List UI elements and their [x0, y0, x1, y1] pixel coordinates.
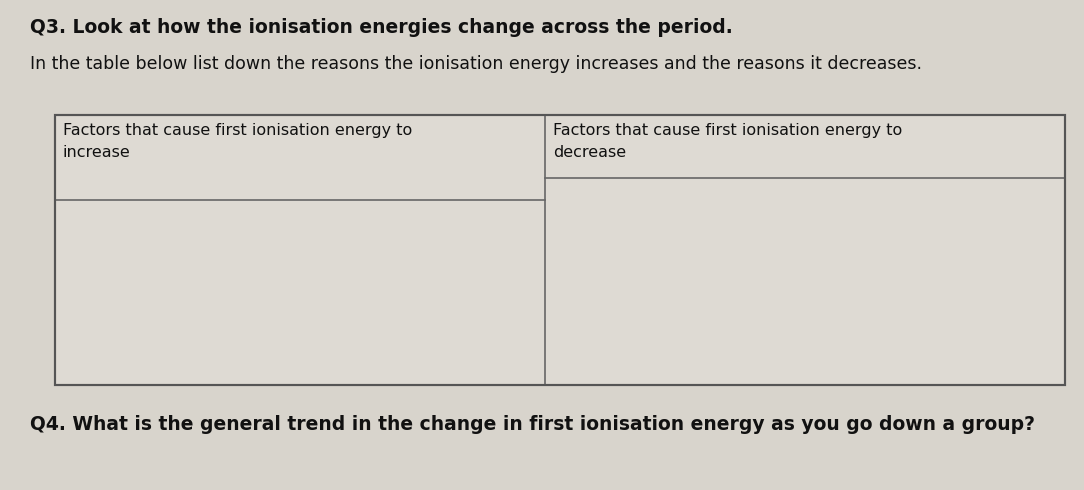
Text: Q3. Look at how the ionisation energies change across the period.: Q3. Look at how the ionisation energies …	[30, 18, 733, 37]
Text: In the table below list down the reasons the ionisation energy increases and the: In the table below list down the reasons…	[30, 55, 922, 73]
Text: Factors that cause first ionisation energy to
increase: Factors that cause first ionisation ener…	[63, 123, 412, 160]
Text: Factors that cause first ionisation energy to
decrease: Factors that cause first ionisation ener…	[553, 123, 902, 160]
Bar	[55, 115, 1064, 385]
Text: Q4. What is the general trend in the change in first ionisation energy as you go: Q4. What is the general trend in the cha…	[30, 415, 1035, 434]
Bar	[55, 115, 1064, 385]
